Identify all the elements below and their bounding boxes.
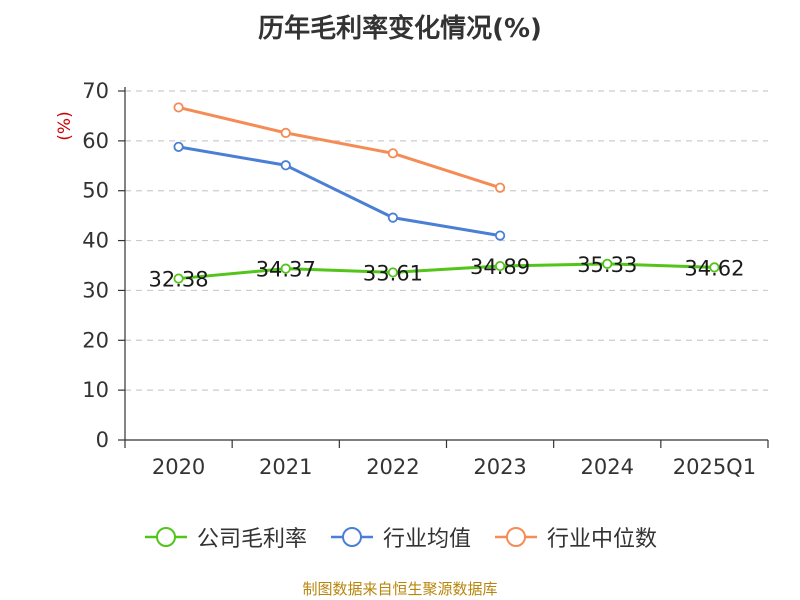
data-point-industry-avg: [387, 212, 399, 223]
legend-label-company: 公司毛利率: [196, 527, 307, 552]
data-label: 34.37: [256, 258, 316, 282]
data-point-industry-median: [387, 148, 399, 159]
y-tick-label: 0: [96, 428, 109, 452]
source-note: 制图数据来自恒生聚源数据库: [302, 580, 498, 598]
y-tick-label: 20: [82, 328, 109, 352]
x-tick-label: 2020: [152, 455, 205, 479]
y-tick-label: 10: [82, 378, 109, 402]
data-label: 34.62: [684, 256, 744, 280]
series-line-industry-median: [178, 105, 501, 190]
data-point-industry-median: [173, 102, 184, 113]
series-line-industry-avg: [178, 145, 501, 238]
data-point-industry-median: [494, 182, 506, 193]
data-point-company: [280, 263, 291, 274]
data-label: 33.61: [363, 261, 423, 285]
data-point-industry-avg: [494, 230, 506, 241]
legend-label-industry-avg: 行业均值: [382, 527, 471, 552]
data-label: 32.38: [149, 268, 209, 292]
legend-swatch-company-icon: [144, 527, 187, 547]
legend-item-industry-median[interactable]: 行业中位数: [493, 521, 657, 553]
data-point-company: [494, 260, 506, 272]
data-point-company: [387, 267, 399, 278]
data-label: 35.33: [577, 253, 637, 277]
chart-title: 历年毛利率变化情况(%): [258, 14, 542, 44]
y-tick-label: 30: [82, 278, 109, 302]
y-axis-label: (%): [55, 111, 75, 140]
data-point-industry-avg: [173, 141, 184, 152]
data-point-industry-median: [280, 127, 291, 138]
legend-label-industry-median: 行业中位数: [547, 527, 658, 552]
x-tick-label: 2023: [473, 455, 526, 479]
legend-item-company[interactable]: 公司毛利率: [143, 521, 307, 553]
x-tick-label: 2024: [581, 455, 634, 479]
legend-swatch-industry-median-icon: [495, 527, 537, 547]
series-line-company: [178, 262, 715, 281]
y-tick-label: 50: [82, 179, 109, 203]
data-point-company: [173, 273, 184, 284]
y-tick-label: 40: [82, 229, 109, 253]
x-tick-label: 2022: [366, 455, 419, 479]
chart-legend: 公司毛利率 行业均值 行业中位数: [0, 520, 800, 554]
legend-item-industry-avg[interactable]: 行业均值: [329, 521, 471, 553]
legend-swatch-industry-avg-icon: [330, 527, 373, 547]
data-point-company: [709, 262, 720, 273]
y-tick-label: 60: [82, 129, 109, 153]
data-label: 34.89: [470, 255, 530, 279]
data-point-industry-avg: [280, 160, 291, 171]
x-tick-label: 2025Q1: [673, 455, 756, 479]
data-point-company: [602, 258, 613, 269]
x-tick-label: 2021: [259, 455, 312, 479]
y-tick-label: 70: [82, 79, 109, 103]
